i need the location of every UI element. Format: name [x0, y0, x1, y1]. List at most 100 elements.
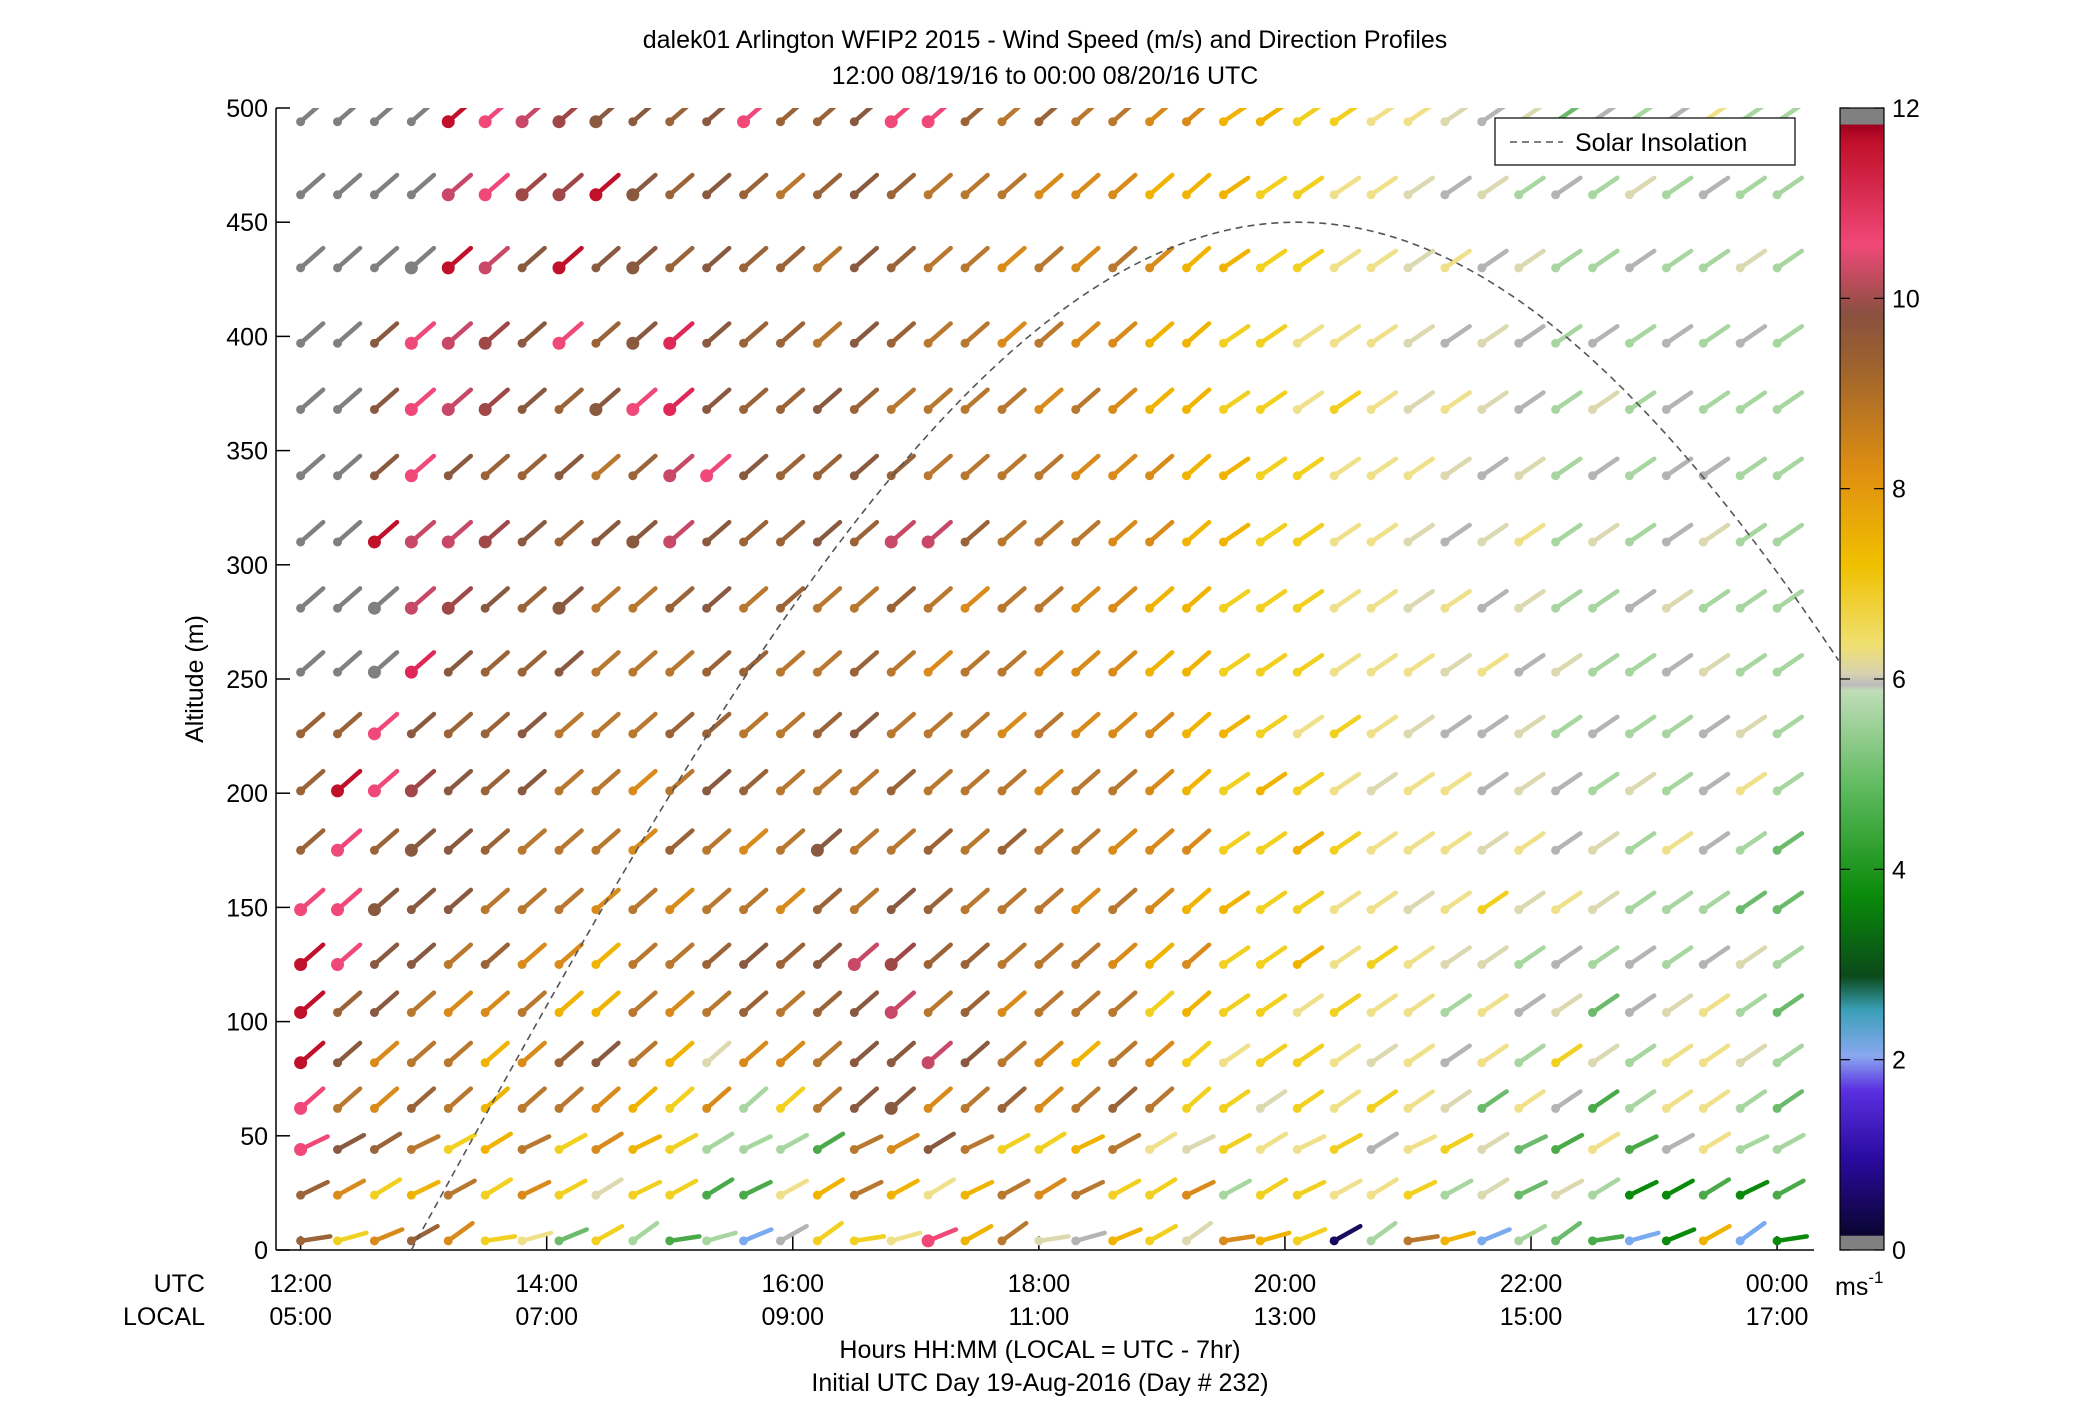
wind-barb: [589, 387, 621, 416]
wind-barb: [960, 1040, 990, 1068]
wind-barb: [1034, 1234, 1071, 1246]
wind-barb: [1255, 589, 1288, 613]
wind-barb: [1181, 1220, 1213, 1246]
wind-barb: [333, 245, 363, 273]
wind-barb: [702, 711, 732, 739]
wind-barb: [480, 1177, 513, 1200]
wind-barb: [775, 1132, 810, 1155]
wind-barb: [296, 108, 320, 127]
legend[interactable]: Solar Insolation: [1494, 117, 1796, 166]
wind-barb: [1698, 771, 1731, 796]
wind-barb: [702, 887, 732, 915]
wind-barb: [997, 1220, 1029, 1246]
wind-barb: [404, 453, 437, 483]
wind-barb: [997, 245, 1027, 273]
wind-barb: [1034, 887, 1064, 915]
colorbar: 0 2 4 6 8 10 12 ms-1: [1835, 95, 1920, 1301]
wind-barb: [1588, 1043, 1620, 1068]
wind-barb: [923, 321, 953, 348]
wind-barb: [1772, 248, 1805, 273]
wind-barb: [517, 711, 547, 739]
wind-barb: [1440, 890, 1472, 915]
wind-barb: [1735, 831, 1768, 855]
wind-barb: [739, 172, 769, 200]
wind-barb: [1329, 890, 1362, 915]
wind-barb: [1698, 1043, 1731, 1068]
wind-barb: [369, 1227, 405, 1246]
wind-barb: [884, 519, 917, 549]
wind-barb: [702, 387, 732, 414]
wind-barb: [1440, 1230, 1477, 1246]
wind-barb: [960, 990, 990, 1017]
wind-barb: [1108, 828, 1138, 855]
wind-barb: [296, 768, 326, 796]
wind-barb: [1477, 175, 1509, 200]
wind-barb: [1181, 887, 1212, 915]
wind-barb: [1588, 771, 1620, 796]
wind-barb: [702, 1040, 732, 1068]
wind-barb: [296, 172, 326, 200]
wind-barb: [1514, 945, 1546, 969]
wind-barb: [1329, 1178, 1363, 1200]
wind-barb: [1588, 714, 1620, 739]
wind-barb: [1477, 652, 1509, 677]
wind-barb: [812, 768, 843, 796]
wind-barb: [775, 387, 806, 414]
colorbar-tick-label: 8: [1892, 476, 1906, 504]
wind-barb: [517, 887, 547, 915]
wind-barb: [404, 586, 437, 615]
wind-barb: [1366, 652, 1399, 677]
wind-barb: [886, 172, 917, 200]
wind-barb: [1403, 324, 1435, 348]
wind-barb: [1588, 522, 1620, 547]
wind-barb: [1181, 387, 1212, 414]
x-tick-label-local: 15:00: [1500, 1303, 1563, 1331]
wind-barb: [331, 942, 363, 971]
wind-barb: [1181, 711, 1212, 739]
y-axis-ticks: 0 50 100 150 200 250 300 350 400 450 500: [226, 95, 290, 1265]
wind-barb: [1292, 248, 1325, 273]
wind-barb: [333, 1178, 367, 1200]
wind-barb: [1255, 831, 1288, 855]
wind-barb: [369, 321, 400, 348]
wind-barb: [665, 828, 695, 855]
wind-barb: [369, 1131, 403, 1155]
wind-barb: [480, 990, 510, 1017]
wind-barb: [886, 768, 917, 796]
wind-barb: [775, 887, 806, 915]
wind-barb: [1292, 714, 1325, 739]
wind-barb: [331, 768, 363, 798]
wind-barb: [1034, 1131, 1067, 1155]
wind-barb: [515, 108, 542, 129]
wind-barb: [665, 1086, 695, 1113]
wind-barb: [775, 650, 806, 677]
wind-barb: [554, 768, 584, 796]
wind-barb: [1145, 586, 1175, 613]
wind-barb: [812, 387, 843, 414]
wind-barb: [1145, 108, 1169, 127]
wind-barb: [1218, 890, 1251, 915]
wind-barb: [1440, 993, 1472, 1017]
wind-barb: [443, 650, 474, 677]
wind-barb: [1661, 1089, 1694, 1113]
wind-barb: [1624, 1230, 1661, 1246]
wind-barb: [1329, 1132, 1363, 1155]
wind-barb: [997, 828, 1027, 855]
wind-barb: [1403, 1043, 1435, 1068]
wind-barb: [1034, 1177, 1067, 1200]
wind-barb: [884, 990, 917, 1019]
wind-barb: [775, 321, 806, 348]
wind-barb: [886, 650, 917, 677]
wind-barb: [480, 1131, 513, 1155]
wind-barb: [886, 387, 917, 414]
wind-barb: [775, 711, 806, 739]
wind-barb: [1661, 1178, 1695, 1200]
wind-barb: [1514, 522, 1546, 547]
wind-barb: [1292, 1227, 1328, 1246]
wind-barb: [1292, 1179, 1327, 1200]
wind-barb: [1108, 942, 1138, 969]
wind-barb: [1624, 324, 1657, 348]
wind-barb: [1145, 172, 1175, 200]
wind-barb: [1218, 1234, 1256, 1246]
wind-barb: [1181, 990, 1212, 1017]
